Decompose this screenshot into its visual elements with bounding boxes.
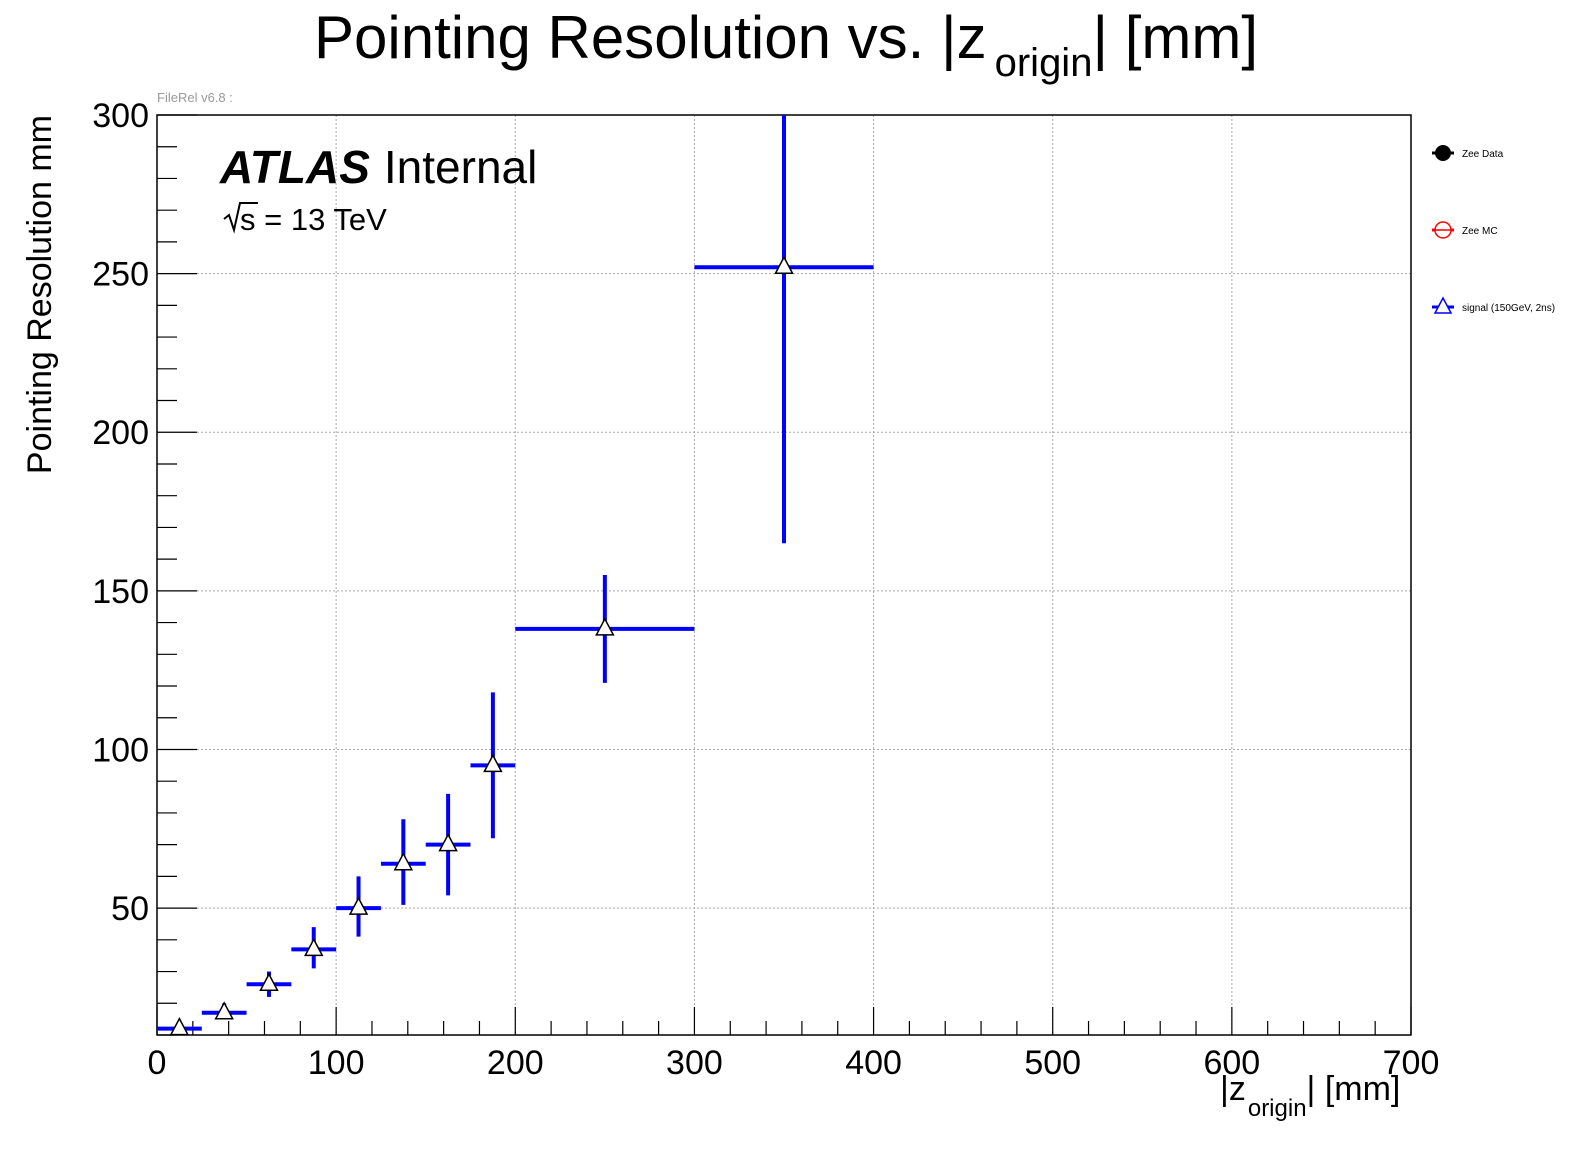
- x-tick-label: 700: [1383, 1044, 1440, 1082]
- sqrt-symbol: [223, 202, 258, 234]
- marker-triangle: [438, 833, 458, 852]
- marker-triangle: [483, 753, 503, 773]
- y-tick-label: 200: [92, 414, 149, 452]
- marker-triangle: [595, 617, 615, 636]
- atlas-bold: ATLAS: [219, 141, 370, 193]
- legend-item: Zee MC: [1432, 221, 1498, 239]
- legend-item: Zee Data: [1432, 145, 1504, 161]
- legend-label: Zee Data: [1462, 149, 1504, 160]
- marker-triangle: [169, 1017, 190, 1036]
- x-tick-label: 100: [308, 1044, 365, 1082]
- data-point: [246, 971, 292, 997]
- y-tick-labels: 50 100 150 200 250 300: [92, 97, 149, 928]
- atlas-internal: Internal: [384, 141, 537, 193]
- y-tick-label: 50: [111, 890, 149, 928]
- chart-title-tail: | [mm]: [1092, 4, 1258, 71]
- x-tick-label: 300: [666, 1044, 723, 1082]
- legend-marker-triangle: [1433, 296, 1453, 314]
- data-point: [336, 876, 381, 937]
- marker-triangle: [259, 972, 279, 991]
- marker-triangle: [348, 896, 369, 915]
- energy-text: s = 13 TeV: [240, 202, 387, 237]
- file-tag: FileRel v6.8 :: [157, 90, 233, 105]
- marker-triangle: [393, 852, 414, 871]
- data-point: [380, 819, 426, 905]
- x-tick-label: 600: [1203, 1044, 1260, 1082]
- data-point: [291, 927, 337, 969]
- legend: Zee Data Zee MC signal (150GeV, 2ns): [1432, 145, 1555, 314]
- y-tick-label: 300: [92, 97, 149, 135]
- marker-triangle: [304, 937, 324, 957]
- axis-ticks: [156, 114, 1412, 1036]
- chart-title: Pointing Resolution vs. |z origin| [mm]: [314, 4, 1258, 85]
- x-axis-title-sub: origin: [1248, 1095, 1307, 1122]
- y-axis-title: Pointing Resolution mm: [21, 115, 59, 474]
- legend-label: signal (150GeV, 2ns): [1462, 303, 1555, 314]
- legend-item: signal (150GeV, 2ns): [1432, 296, 1555, 314]
- x-tick-label: 0: [148, 1044, 167, 1082]
- y-tick-label: 150: [92, 573, 149, 611]
- legend-marker-filled-circle: [1435, 145, 1451, 161]
- x-tick-label: 500: [1024, 1044, 1081, 1082]
- data-point: [470, 692, 516, 839]
- data-point: [694, 115, 874, 544]
- energy-label: s = 13 TeV: [223, 202, 387, 237]
- marker-triangle: [774, 255, 794, 275]
- data-point: [425, 793, 471, 896]
- marker-triangle: [214, 1001, 234, 1020]
- x-axis-title-main: |z: [1220, 1070, 1246, 1108]
- series-signal: [157, 115, 874, 1036]
- data-point: [201, 1001, 247, 1020]
- y-tick-label: 250: [92, 256, 149, 294]
- data-point: [515, 575, 695, 683]
- x-axis-title: |zorigin| [mm]: [1220, 1070, 1400, 1122]
- x-tick-label: 200: [487, 1044, 544, 1082]
- legend-label: Zee MC: [1462, 226, 1498, 237]
- y-tick-label: 100: [92, 731, 149, 769]
- x-tick-label: 400: [845, 1044, 902, 1082]
- atlas-label: ATLAS Internal: [219, 141, 537, 193]
- x-tick-labels: 0 100 200 300 400 500 600 700: [148, 1044, 1440, 1082]
- x-axis-title-tail: | [mm]: [1307, 1070, 1401, 1108]
- chart-title-sub: origin: [995, 41, 1093, 85]
- data-point: [157, 1017, 202, 1036]
- chart-title-main: Pointing Resolution vs. |z: [314, 4, 987, 71]
